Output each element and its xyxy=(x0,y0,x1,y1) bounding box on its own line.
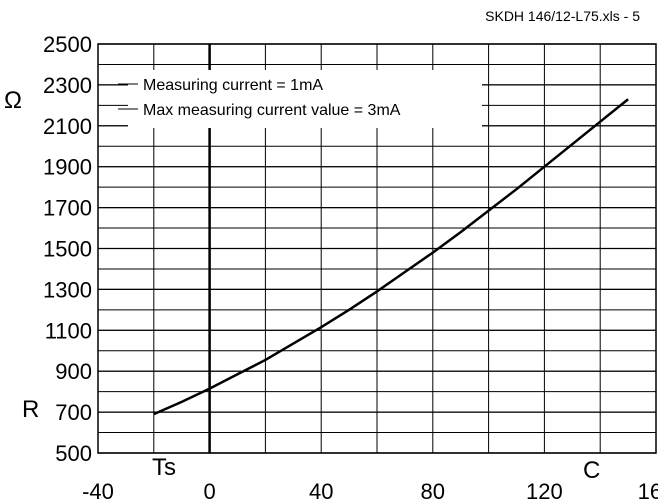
y-axis-label: R xyxy=(22,396,39,423)
plot-frame xyxy=(97,43,657,454)
y-tick-label: 2500 xyxy=(43,32,92,57)
x-tick-label: 80 xyxy=(421,479,445,503)
y-tick-label: 1500 xyxy=(43,237,92,262)
y-axis-unit: Ω xyxy=(4,87,22,114)
y-tick-label: 1900 xyxy=(43,155,92,180)
x-axis-marker-label: Ts xyxy=(152,454,176,481)
y-tick-label: 1700 xyxy=(43,196,92,221)
y-tick-label: 500 xyxy=(55,441,92,466)
y-tick-label: 2100 xyxy=(43,114,92,139)
x-tick-label: -40 xyxy=(82,479,114,503)
x-tick-label: 120 xyxy=(526,479,563,503)
x-axis-label: C xyxy=(583,457,600,484)
y-tick-label: 700 xyxy=(55,400,92,425)
x-tick-label: 160 xyxy=(638,479,658,503)
y-tick-label: 2300 xyxy=(43,73,92,98)
y-tick-label: 900 xyxy=(55,359,92,384)
x-tick-labels: -40 0 40 80 120 160 xyxy=(82,479,658,503)
source-file-label: SKDH 146/12-L75.xls - 5 xyxy=(485,8,640,24)
x-tick-label: 0 xyxy=(203,479,215,503)
y-tick-label: 1100 xyxy=(45,318,92,343)
y-tick-labels: 500 700 900 1100 1300 1500 1700 1900 2100 2300 250… xyxy=(43,32,92,466)
y-tick-label: 1300 xyxy=(43,277,92,302)
series-resistance-line xyxy=(153,98,629,416)
legend: Measuring current = 1mA Max measuring cu… xyxy=(118,70,482,128)
legend-box xyxy=(128,70,482,128)
legend-line-2: Max measuring current value = 3mA xyxy=(143,102,401,119)
legend-line-1: Measuring current = 1mA xyxy=(143,77,323,94)
x-tick-label: 40 xyxy=(309,479,333,503)
